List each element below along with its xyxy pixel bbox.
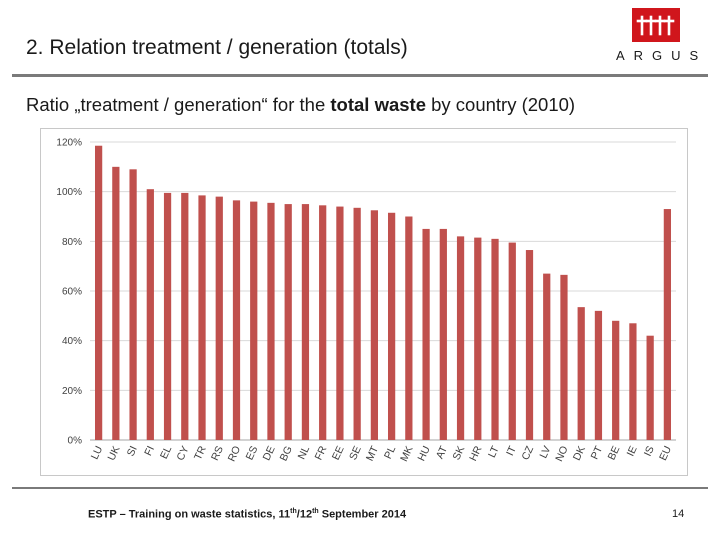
- bar: [163, 192, 172, 440]
- x-tick-label: RS: [209, 444, 226, 462]
- subtitle-suffix: by country (2010): [425, 94, 576, 115]
- bar: [336, 206, 344, 440]
- bar: [525, 250, 534, 440]
- footer-sup1: th: [290, 508, 297, 515]
- x-tick-label: NO: [553, 444, 571, 463]
- x-tick-label: CZ: [519, 444, 536, 462]
- x-tick-label: AT: [434, 444, 450, 461]
- subtitle-emphasis: total waste: [330, 94, 426, 115]
- x-tick-label: BG: [278, 444, 295, 463]
- bar: [560, 274, 568, 440]
- bar: [456, 236, 465, 440]
- bar: [129, 169, 137, 441]
- y-tick-label: 80%: [62, 237, 82, 248]
- x-tick-label: DE: [261, 444, 278, 462]
- bar: [612, 320, 620, 440]
- logo-text: ARGUS: [616, 48, 708, 63]
- footer-end: September 2014: [318, 508, 407, 521]
- x-tick-label: EU: [657, 444, 674, 462]
- bar: [594, 310, 603, 440]
- x-tick-label: FI: [142, 444, 157, 458]
- bar: [284, 204, 292, 440]
- y-tick-label: 120%: [56, 138, 82, 149]
- bar: [215, 196, 223, 440]
- chart-subtitle: Ratio „treatment / generation“ for the t…: [26, 94, 575, 116]
- x-tick-label: CY: [174, 444, 191, 462]
- bar: [370, 210, 379, 440]
- bar: [422, 228, 430, 440]
- x-tick-label: TR: [192, 444, 209, 462]
- x-tick-label: UK: [106, 444, 123, 462]
- bar: [577, 307, 585, 440]
- footer-sup2: th: [312, 508, 319, 515]
- x-tick-label: IS: [642, 444, 657, 458]
- y-tick-label: 60%: [62, 287, 82, 298]
- bar: [543, 273, 551, 440]
- bar: [663, 209, 672, 440]
- argus-logo: ARGUS: [612, 8, 708, 68]
- x-tick-label: HU: [416, 444, 433, 463]
- footer-divider: [12, 487, 708, 489]
- footer-main: ESTP – Training on waste statistics, 11: [88, 508, 291, 521]
- bar: [267, 202, 275, 440]
- x-tick-label: SE: [347, 444, 364, 462]
- bar: [474, 237, 482, 440]
- bar: [629, 323, 637, 440]
- x-tick-label: EE: [330, 444, 347, 462]
- bar: [508, 242, 516, 440]
- bar: [181, 192, 189, 440]
- footer-text: ESTP – Training on waste statistics, 11t…: [88, 508, 406, 521]
- bar-chart: 0% 20% 40% 60% 80% 100% 120% LU UK SI FI EL CY TR RS RO…: [56, 138, 676, 464]
- x-tick-label: DK: [571, 444, 588, 462]
- y-tick-label: 0%: [68, 436, 83, 447]
- x-tick-label: SK: [450, 444, 467, 462]
- logo-mark-icon: [632, 8, 680, 42]
- page-title: 2. Relation treatment / generation (tota…: [26, 36, 408, 59]
- x-tick-label: IT: [504, 444, 519, 458]
- x-tick-label: SI: [125, 444, 140, 458]
- x-tick-label: FR: [313, 444, 330, 462]
- bar: [232, 200, 241, 440]
- y-tick-label: 20%: [62, 386, 82, 397]
- bar: [646, 335, 654, 440]
- x-tick-label: LV: [537, 444, 553, 460]
- x-tick-label: PL: [382, 444, 398, 461]
- bar: [353, 207, 361, 440]
- bar: [198, 195, 206, 440]
- bar: [250, 201, 258, 440]
- x-tick-label: IE: [625, 444, 640, 458]
- bar: [387, 212, 396, 440]
- bar: [405, 216, 413, 440]
- header-divider: [12, 74, 708, 77]
- bar: [439, 228, 447, 440]
- bar: [112, 166, 120, 441]
- x-tick-label: HR: [467, 444, 484, 463]
- bar: [319, 205, 327, 440]
- x-tick-label: RO: [226, 444, 244, 463]
- y-tick-label: 100%: [56, 187, 82, 198]
- bar: [491, 238, 499, 440]
- bar: [94, 145, 103, 440]
- page-number: 14: [672, 508, 685, 520]
- footer-mid: /12: [296, 508, 313, 521]
- x-tick-label: BE: [606, 444, 623, 462]
- chart-frame: [40, 128, 688, 476]
- x-tick-label: NL: [296, 444, 313, 461]
- y-tick-label: 40%: [62, 336, 82, 347]
- bar: [146, 189, 154, 440]
- bar: [301, 204, 310, 440]
- x-tick-label: LT: [486, 444, 502, 460]
- x-tick-label: MT: [364, 444, 382, 463]
- subtitle-prefix: Ratio „treatment / generation“ for the: [26, 94, 331, 115]
- x-tick-label: ES: [244, 444, 261, 462]
- x-tick-label: LU: [89, 444, 106, 461]
- x-tick-label: PT: [589, 444, 606, 462]
- x-tick-label: MK: [398, 444, 416, 463]
- x-tick-label: EL: [158, 444, 174, 461]
